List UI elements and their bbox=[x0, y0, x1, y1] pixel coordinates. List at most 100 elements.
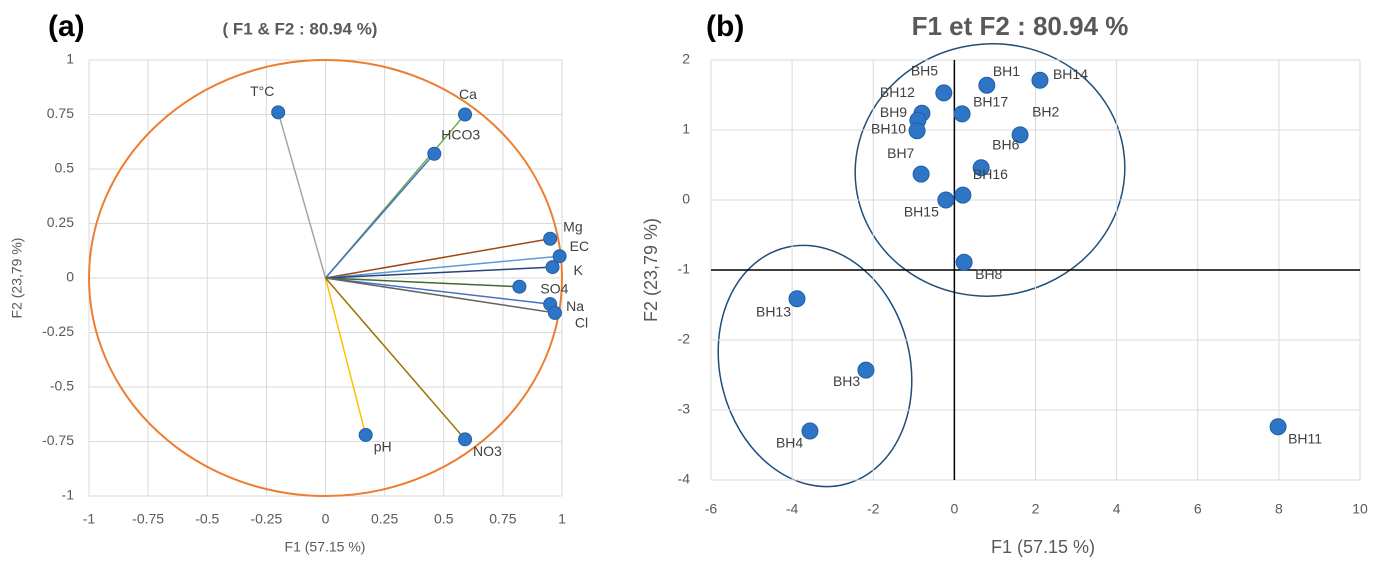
point-label: Cl bbox=[575, 315, 588, 331]
point bbox=[458, 432, 473, 447]
x-tick-label: 0.75 bbox=[489, 511, 516, 527]
point bbox=[427, 146, 442, 161]
point bbox=[954, 186, 972, 204]
x-tick-label: -6 bbox=[705, 501, 718, 517]
point bbox=[512, 279, 527, 294]
y-tick-label: 1 bbox=[682, 121, 690, 137]
vector bbox=[324, 153, 435, 279]
y-tick-label: -0.75 bbox=[42, 432, 74, 448]
x-tick-label: -0.25 bbox=[250, 511, 282, 527]
point bbox=[937, 191, 955, 209]
y-tick-label: -4 bbox=[678, 471, 691, 487]
point-label: BH10 bbox=[871, 120, 906, 136]
point bbox=[552, 249, 567, 264]
y-tick-label: -3 bbox=[678, 401, 691, 417]
point bbox=[972, 159, 990, 177]
x-tick-label: 0.5 bbox=[434, 511, 454, 527]
point-label: BH1 bbox=[993, 63, 1020, 79]
chart-title: ( F1 & F2 : 80.94 %) bbox=[223, 19, 378, 38]
y-tick-label: -1 bbox=[62, 487, 75, 503]
x-axis-label: F1 (57.15 %) bbox=[991, 537, 1095, 557]
point bbox=[358, 427, 373, 442]
point bbox=[953, 105, 971, 123]
y-tick-label: -0.5 bbox=[50, 378, 74, 394]
y-tick-label: -2 bbox=[678, 331, 691, 347]
point-label: BH14 bbox=[1053, 66, 1088, 82]
y-tick-label: 0.75 bbox=[47, 105, 74, 121]
vector bbox=[325, 277, 556, 314]
x-tick-label: -2 bbox=[867, 501, 880, 517]
vector bbox=[277, 112, 327, 279]
y-tick-label: 0.5 bbox=[55, 160, 75, 176]
point bbox=[547, 305, 562, 320]
x-tick-label: 8 bbox=[1275, 501, 1283, 517]
y-tick-label: 1 bbox=[66, 51, 74, 67]
point-label: BH2 bbox=[1032, 104, 1059, 120]
point-label: BH3 bbox=[833, 373, 860, 389]
point bbox=[458, 107, 473, 122]
y-axis-label: F2 (23,79 %) bbox=[9, 238, 25, 319]
point bbox=[1269, 418, 1287, 436]
x-tick-label: 0.25 bbox=[371, 511, 398, 527]
point-label: BH5 bbox=[911, 63, 938, 79]
point-label: BH11 bbox=[1288, 431, 1322, 447]
chart-title: F1 et F2 : 80.94 % bbox=[912, 11, 1129, 41]
correlation-circle bbox=[88, 59, 563, 497]
vector bbox=[325, 277, 520, 288]
point-label: BH17 bbox=[973, 94, 1008, 110]
x-tick-label: -1 bbox=[83, 511, 96, 527]
point-label: Na bbox=[566, 298, 584, 314]
y-tick-label: 0.25 bbox=[47, 214, 74, 230]
x-tick-label: 10 bbox=[1352, 501, 1368, 517]
x-tick-label: -0.5 bbox=[195, 511, 219, 527]
point bbox=[908, 122, 926, 140]
point bbox=[1031, 71, 1049, 89]
point-label: EC bbox=[570, 238, 589, 254]
point-label: NO3 bbox=[473, 443, 502, 459]
x-tick-label: -4 bbox=[786, 501, 799, 517]
vector bbox=[324, 277, 367, 436]
point-label: Ca bbox=[459, 86, 477, 102]
y-tick-label: 0 bbox=[682, 191, 690, 207]
point-label: K bbox=[574, 262, 584, 278]
point bbox=[543, 231, 558, 246]
point bbox=[955, 253, 973, 271]
x-tick-label: 0 bbox=[322, 511, 330, 527]
point bbox=[271, 105, 286, 120]
y-tick-label: -1 bbox=[678, 261, 691, 277]
point bbox=[978, 76, 996, 94]
vector bbox=[325, 266, 553, 279]
vector bbox=[325, 277, 551, 305]
vector bbox=[325, 238, 551, 279]
point-label: SO4 bbox=[540, 280, 568, 296]
vector bbox=[325, 255, 560, 279]
panel-label: (a) bbox=[48, 10, 85, 43]
point bbox=[545, 260, 560, 275]
point-label: BH13 bbox=[756, 303, 791, 319]
point-label: BH16 bbox=[973, 166, 1008, 182]
point bbox=[788, 290, 806, 308]
cluster-ellipse bbox=[854, 43, 1126, 297]
point bbox=[912, 165, 930, 183]
point-label: BH4 bbox=[776, 435, 803, 451]
cluster-ellipse bbox=[717, 244, 913, 488]
point bbox=[1011, 126, 1029, 144]
point-label: HCO3 bbox=[441, 126, 480, 142]
x-tick-label: 0 bbox=[950, 501, 958, 517]
vector bbox=[324, 277, 466, 440]
x-axis-label: F1 (57.15 %) bbox=[285, 539, 366, 555]
y-tick-label: -0.25 bbox=[42, 323, 74, 339]
point-label: pH bbox=[374, 439, 392, 455]
point-label: BH12 bbox=[880, 84, 915, 100]
x-tick-label: 1 bbox=[558, 511, 566, 527]
x-tick-label: -0.75 bbox=[132, 511, 164, 527]
panel-label: (b) bbox=[706, 10, 744, 43]
point-label: Mg bbox=[563, 218, 582, 234]
point bbox=[801, 422, 819, 440]
x-tick-label: 6 bbox=[1194, 501, 1202, 517]
point bbox=[857, 361, 875, 379]
point-label: T°C bbox=[250, 83, 274, 99]
y-tick-label: 2 bbox=[682, 51, 690, 67]
